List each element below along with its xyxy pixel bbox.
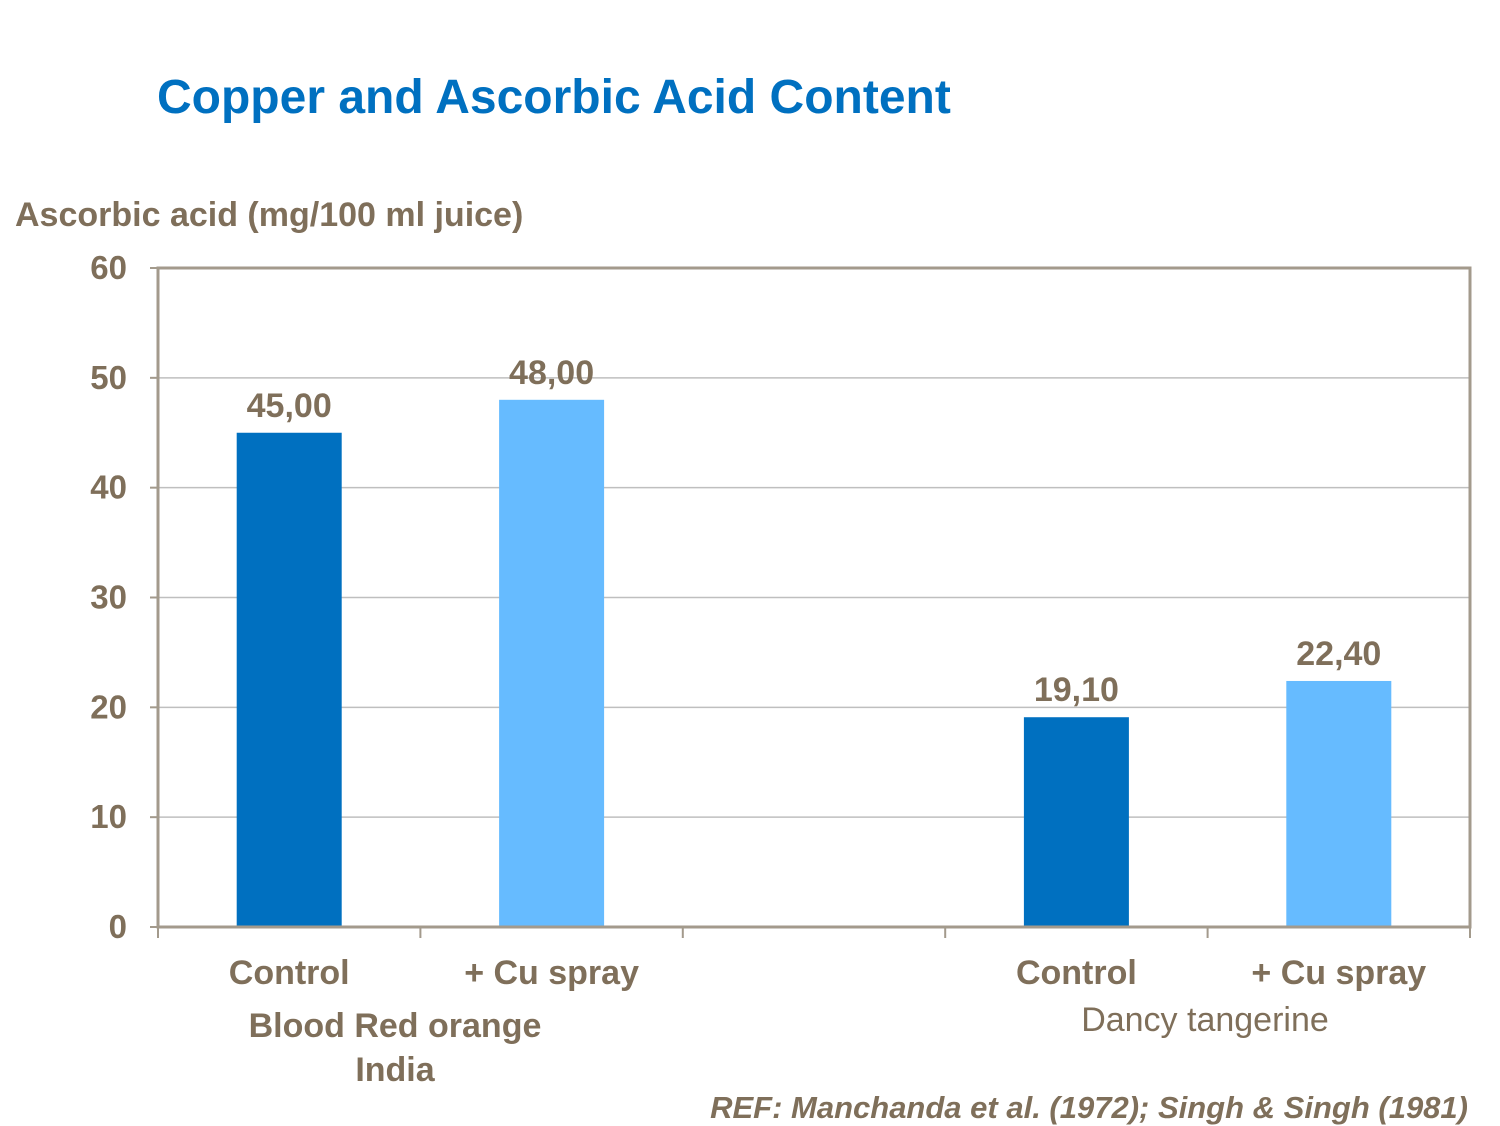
y-tick-label: 30 xyxy=(90,579,127,616)
labels: 0 10 20 30 40 50 60 45,00 Control 48,00 + Cu spray… xyxy=(90,249,1426,992)
group-label-line: Dancy tangerine xyxy=(1081,1001,1329,1039)
bar xyxy=(1286,680,1392,927)
y-tick-label: 60 xyxy=(90,249,127,286)
data-label: 48,00 xyxy=(509,354,594,392)
data-label: 19,10 xyxy=(1034,671,1119,709)
y-tick-label: 10 xyxy=(90,798,127,835)
y-tick-label: 40 xyxy=(90,469,127,506)
bar xyxy=(236,432,342,927)
x-category-label: Control xyxy=(1016,954,1137,992)
x-category-label: Control xyxy=(229,954,350,992)
group-label-line: Blood Red orange xyxy=(248,1007,542,1045)
bar xyxy=(499,399,605,927)
data-label: 45,00 xyxy=(247,387,332,425)
x-category-label: + Cu spray xyxy=(464,954,639,992)
bar xyxy=(1023,717,1129,927)
y-tick-label: 20 xyxy=(90,688,127,725)
reference-note: REF: Manchanda et al. (1972); Singh & Si… xyxy=(710,1090,1468,1125)
page-title: Copper and Ascorbic Acid Content xyxy=(157,71,951,124)
axes xyxy=(150,266,1472,938)
y-tick-label: 0 xyxy=(109,908,127,945)
group-label-line: India xyxy=(355,1051,435,1089)
data-label: 22,40 xyxy=(1296,635,1381,673)
group-label-blood-red-orange: Blood Red orange India xyxy=(215,1004,575,1092)
group-label-dancy-tangerine: Dancy tangerine xyxy=(1005,998,1405,1042)
y-axis-label: Ascorbic acid (mg/100 ml juice) xyxy=(15,196,524,234)
y-tick-label: 50 xyxy=(90,359,127,396)
bars xyxy=(236,399,1392,927)
x-category-label: + Cu spray xyxy=(1251,954,1426,992)
gridlines xyxy=(158,377,1470,818)
